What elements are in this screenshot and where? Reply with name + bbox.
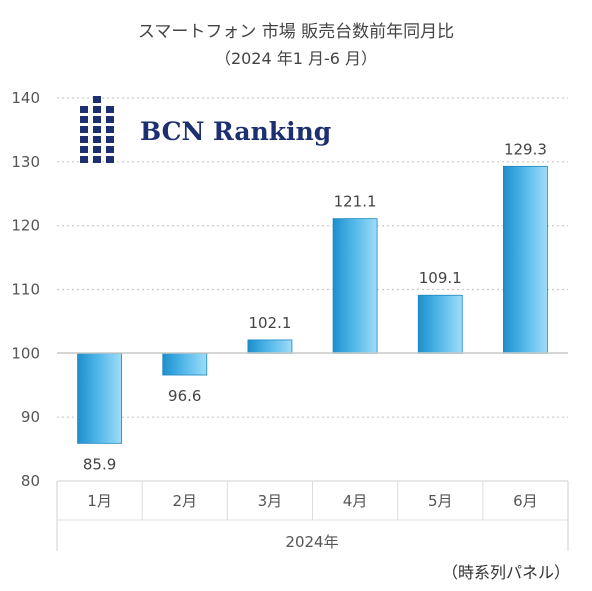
y-tick-label: 140 xyxy=(11,89,40,107)
bars xyxy=(77,165,548,444)
bar xyxy=(503,165,548,354)
logo-block xyxy=(106,126,114,133)
category-label: 3月 xyxy=(258,492,283,510)
logo-block xyxy=(106,156,114,163)
logo-block xyxy=(93,96,101,103)
logo-block xyxy=(93,126,101,133)
category-labels: 1月 2月 3月 4月 5月 6月 xyxy=(87,492,537,510)
logo-block xyxy=(106,106,114,113)
logo-text: BCN Ranking xyxy=(140,117,331,146)
y-tick-label: 120 xyxy=(11,217,40,235)
logo-block xyxy=(106,136,114,143)
bar xyxy=(247,339,293,354)
y-tick-label: 130 xyxy=(11,153,40,171)
logo-block xyxy=(80,146,88,153)
y-axis-ticks: 80 90 100 110 120 130 140 xyxy=(11,89,40,490)
y-tick-label: 90 xyxy=(21,408,40,426)
bar xyxy=(417,294,463,354)
data-label: 102.1 xyxy=(248,314,291,332)
data-labels: 85.9 96.6 102.1 121.1 109.1 129.3 xyxy=(83,140,547,473)
bar xyxy=(77,352,122,444)
logo-block xyxy=(106,146,114,153)
bcn-logo-mark xyxy=(80,96,114,163)
category-dividers xyxy=(141,481,484,520)
data-label: 96.6 xyxy=(168,387,201,405)
gridlines xyxy=(57,97,568,482)
bar xyxy=(162,352,208,376)
y-tick-label: 80 xyxy=(21,472,40,490)
y-tick-label: 100 xyxy=(11,344,40,362)
data-label: 109.1 xyxy=(419,269,462,287)
category-label: 1月 xyxy=(87,492,112,510)
category-label: 5月 xyxy=(428,492,453,510)
logo-block xyxy=(93,116,101,123)
data-label: 129.3 xyxy=(504,140,547,158)
bar xyxy=(332,218,378,354)
logo-block xyxy=(93,156,101,163)
category-label: 2月 xyxy=(172,492,197,510)
category-label: 6月 xyxy=(513,492,538,510)
data-label: 121.1 xyxy=(334,193,377,211)
logo-block xyxy=(80,106,88,113)
logo-block xyxy=(93,136,101,143)
chart-title: スマートフォン 市場 販売台数前年同月比 xyxy=(138,22,454,42)
logo-block xyxy=(93,146,101,153)
chart-subtitle: （2024 年1 月-6 月） xyxy=(215,49,377,68)
logo-block xyxy=(80,126,88,133)
logo-block xyxy=(80,156,88,163)
logo-block xyxy=(93,106,101,113)
data-label: 85.9 xyxy=(83,455,116,473)
logo-block xyxy=(106,116,114,123)
category-label: 4月 xyxy=(343,492,368,510)
logo-block xyxy=(80,136,88,143)
footnote: （時系列パネル） xyxy=(442,563,570,582)
y-tick-label: 110 xyxy=(11,281,40,299)
x-group-label: 2024年 xyxy=(285,533,338,551)
bcn-logo: BCN Ranking xyxy=(80,96,331,163)
logo-block xyxy=(80,116,88,123)
